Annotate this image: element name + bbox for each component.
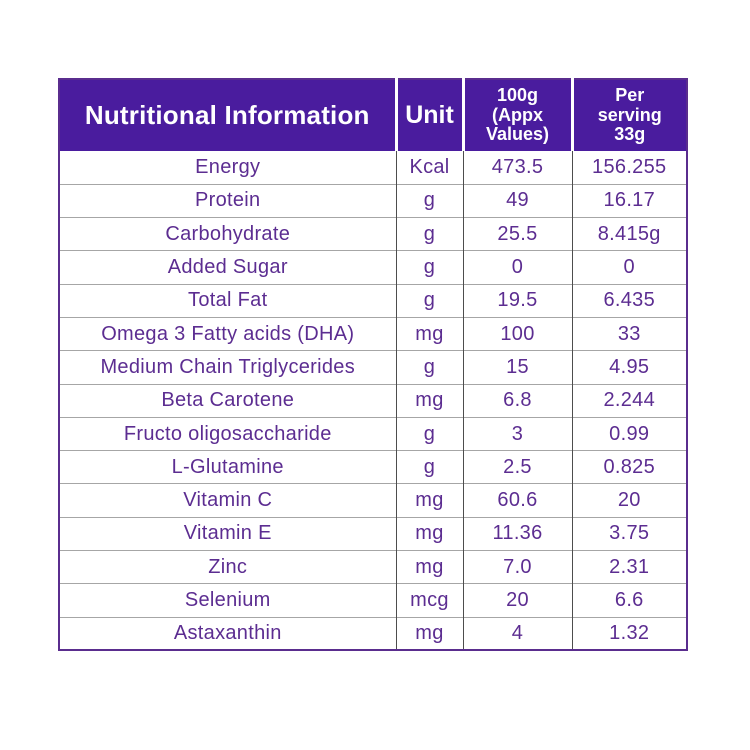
per-serving-value-cell: 156.255 xyxy=(572,151,687,185)
per-100g-value-cell: 49 xyxy=(463,183,573,218)
nutrient-name-cell: Fructo oligosaccharide xyxy=(59,416,397,451)
nutrient-name-cell: Beta Carotene xyxy=(59,383,397,418)
per-serving-value-cell: 20 xyxy=(572,483,687,518)
per-100g-value-cell: 20 xyxy=(463,583,573,618)
per-100g-value-cell: 60.6 xyxy=(463,483,573,518)
table-row: Selenium mcg 20 6.6 xyxy=(59,583,687,618)
per-100g-value-cell: 473.5 xyxy=(463,151,573,185)
unit-cell: mg xyxy=(396,550,464,584)
table-row: Fructo oligosaccharide g 3 0.99 xyxy=(59,416,687,451)
table-row: Omega 3 Fatty acids (DHA) mg 100 33 xyxy=(59,316,687,351)
nutrient-name-cell: Omega 3 Fatty acids (DHA) xyxy=(59,316,397,351)
unit-cell: g xyxy=(396,183,464,218)
per-serving-value-cell: 0.825 xyxy=(572,450,687,484)
unit-cell: mg xyxy=(396,483,464,518)
table-row: Medium Chain Triglycerides g 15 4.95 xyxy=(59,350,687,385)
unit-cell: Kcal xyxy=(396,151,464,185)
per-serving-value-cell: 6.435 xyxy=(572,283,687,318)
nutrient-name-cell: Medium Chain Triglycerides xyxy=(59,350,397,385)
table-row: L-Glutamine g 2.5 0.825 xyxy=(59,450,687,484)
table-row: Protein g 49 16.17 xyxy=(59,183,687,218)
nutrient-name-cell: Vitamin E xyxy=(59,516,397,551)
nutrient-name-cell: Vitamin C xyxy=(59,483,397,518)
nutrient-name-cell: Energy xyxy=(59,151,397,185)
per-100g-value-cell: 2.5 xyxy=(463,450,573,484)
per-100g-value-cell: 0 xyxy=(463,250,573,285)
per-100g-value-cell: 25.5 xyxy=(463,217,573,251)
header-row: Nutritional Information Unit 100g (Appx … xyxy=(59,79,687,151)
table-row: Beta Carotene mg 6.8 2.244 xyxy=(59,383,687,418)
unit-cell: g xyxy=(396,250,464,285)
nutrient-name-cell: Zinc xyxy=(59,550,397,584)
nutrient-name-cell: Added Sugar xyxy=(59,250,397,285)
nutrient-name-cell: Total Fat xyxy=(59,283,397,318)
nutrient-name-cell: Astaxanthin xyxy=(59,616,397,651)
per-100g-value-cell: 11.36 xyxy=(463,516,573,551)
unit-cell: mcg xyxy=(396,583,464,618)
nutrient-name-cell: Protein xyxy=(59,183,397,218)
table-row: Astaxanthin mg 4 1.32 xyxy=(59,616,687,651)
table-row: Total Fat g 19.5 6.435 xyxy=(59,283,687,318)
per-serving-value-cell: 0.99 xyxy=(572,416,687,451)
unit-cell: g xyxy=(396,450,464,484)
per-serving-value-cell: 4.95 xyxy=(572,350,687,385)
nutrition-table: Nutritional Information Unit 100g (Appx … xyxy=(58,78,688,652)
table-row: Zinc mg 7.0 2.31 xyxy=(59,550,687,584)
per-serving-value-cell: 33 xyxy=(572,316,687,351)
per-serving-value-cell: 2.31 xyxy=(572,550,687,584)
per-100g-value-cell: 3 xyxy=(463,416,573,451)
per-serving-value-cell: 1.32 xyxy=(572,616,687,651)
per-serving-value-cell: 6.6 xyxy=(572,583,687,618)
per-100g-value-cell: 4 xyxy=(463,616,573,651)
per-serving-value-cell: 0 xyxy=(572,250,687,285)
per-100g-value-cell: 100 xyxy=(463,316,573,351)
table-row: Carbohydrate g 25.5 8.415g xyxy=(59,217,687,251)
header-unit: Unit xyxy=(396,79,465,151)
nutrient-name-cell: Selenium xyxy=(59,583,397,618)
unit-cell: mg xyxy=(396,316,464,351)
per-serving-value-cell: 2.244 xyxy=(572,383,687,418)
per-100g-value-cell: 7.0 xyxy=(463,550,573,584)
nutrition-table-body: Energy Kcal 473.5 156.255 Protein g 49 16.17 Car… xyxy=(59,151,687,651)
per-100g-value-cell: 19.5 xyxy=(463,283,573,318)
unit-cell: mg xyxy=(396,516,464,551)
unit-cell: g xyxy=(396,350,464,385)
nutrient-name-cell: Carbohydrate xyxy=(59,217,397,251)
per-serving-value-cell: 8.415g xyxy=(572,217,687,251)
header-nutritional-information: Nutritional Information xyxy=(59,79,398,151)
per-serving-value-cell: 16.17 xyxy=(572,183,687,218)
unit-cell: g xyxy=(396,416,464,451)
per-100g-value-cell: 15 xyxy=(463,350,573,385)
per-100g-value-cell: 6.8 xyxy=(463,383,573,418)
table-row: Energy Kcal 473.5 156.255 xyxy=(59,151,687,185)
unit-cell: g xyxy=(396,283,464,318)
per-serving-value-cell: 3.75 xyxy=(572,516,687,551)
nutrition-table-header: Nutritional Information Unit 100g (Appx … xyxy=(59,79,687,151)
header-per-serving: Per serving 33g xyxy=(572,79,687,151)
table-row: Added Sugar g 0 0 xyxy=(59,250,687,285)
unit-cell: mg xyxy=(396,383,464,418)
nutrient-name-cell: L-Glutamine xyxy=(59,450,397,484)
unit-cell: mg xyxy=(396,616,464,651)
unit-cell: g xyxy=(396,217,464,251)
header-per-100g: 100g (Appx Values) xyxy=(463,79,574,151)
